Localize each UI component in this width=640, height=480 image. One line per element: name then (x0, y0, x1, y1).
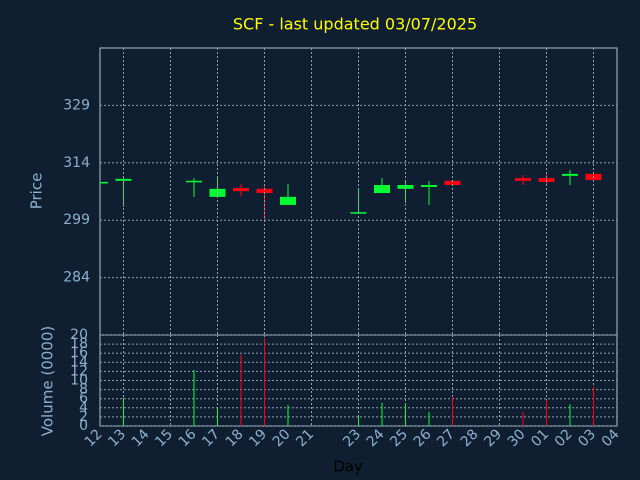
candle-body (233, 188, 249, 192)
x-tick-label: 14 (129, 426, 153, 450)
price-plot (100, 170, 602, 220)
y-tick-label: 0 (79, 418, 88, 434)
x-tick-label: 13 (105, 426, 129, 450)
y-tick-label: 14 (70, 354, 88, 370)
chart-title: SCF - last updated 03/07/2025 (233, 15, 477, 34)
x-tick-label: 24 (364, 426, 388, 450)
x-tick-label: 18 (223, 426, 247, 450)
candle-body (186, 180, 202, 183)
y-tick-label: 16 (70, 345, 88, 361)
y-tick-label: 4 (79, 400, 88, 416)
x-tick-label: 28 (458, 426, 482, 450)
candle-body (280, 196, 296, 205)
x-tick-label: 17 (199, 426, 223, 450)
candle-body (374, 184, 390, 194)
x-tick-label: 16 (176, 426, 200, 450)
y-tick-label: 314 (63, 155, 90, 171)
candle-body (115, 178, 132, 181)
y-tick-label: 2 (79, 409, 88, 425)
x-tick-label: 20 (270, 426, 294, 450)
y-tick-label: 10 (70, 373, 88, 389)
x-tick-label: 03 (575, 426, 599, 450)
candle-body (562, 173, 578, 176)
candle-body (100, 181, 108, 184)
x-tick-label: 26 (411, 426, 435, 450)
y-tick-label: 299 (63, 212, 90, 228)
candle-body (444, 180, 461, 185)
y-tick-label: 18 (70, 336, 88, 352)
candle-body (256, 188, 273, 194)
y-tick-label: 6 (79, 391, 88, 407)
x-tick-label: 29 (481, 426, 505, 450)
y-axis-label: Price (28, 173, 46, 210)
x-tick-label: 19 (246, 426, 270, 450)
x-tick-label: 27 (434, 426, 458, 450)
y-tick-label: 12 (70, 363, 88, 379)
y-tick-label: 20 (70, 327, 88, 343)
y-tick-label: 284 (63, 270, 90, 286)
x-tick-label: 04 (599, 426, 623, 450)
x-tick-label: 30 (505, 426, 529, 450)
candle-body (515, 178, 531, 181)
x-tick-label: 23 (340, 426, 364, 450)
x-tick-label: 01 (528, 426, 552, 450)
y-tick-label: 329 (63, 97, 90, 113)
y-tick-label: 8 (79, 382, 88, 398)
x-tick-label: 15 (152, 426, 176, 450)
x-axis-label: Day (333, 458, 363, 476)
x-tick-label: 02 (552, 426, 576, 450)
candle-body (421, 184, 437, 187)
x-tick-label: 25 (387, 426, 411, 450)
candle-body (397, 184, 414, 189)
x-tick-label: 21 (293, 426, 317, 450)
volume-axis-label: Volume (0000) (39, 326, 57, 436)
